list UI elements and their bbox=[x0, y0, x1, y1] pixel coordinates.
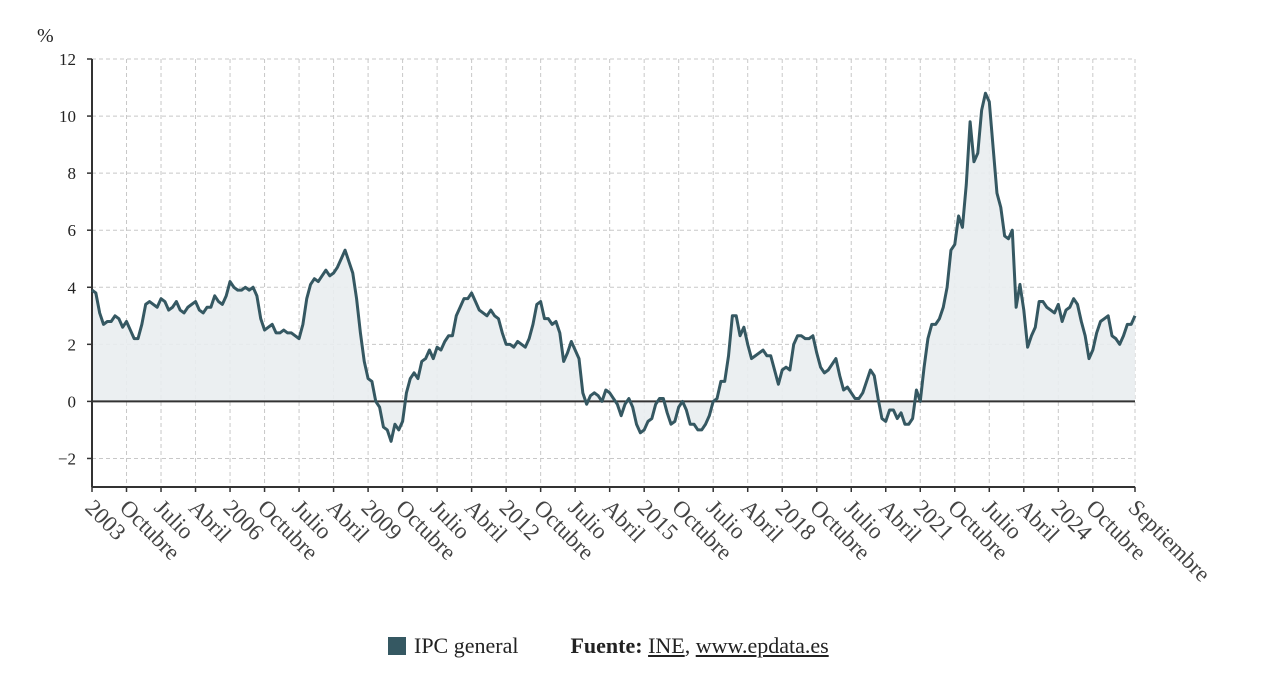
source-link-epdata[interactable]: www.epdata.es bbox=[695, 633, 829, 658]
y-tick-label: 2 bbox=[68, 335, 77, 354]
y-tick-label: −2 bbox=[58, 449, 76, 468]
y-tick-label: 12 bbox=[59, 50, 76, 69]
axes bbox=[87, 58, 1136, 492]
y-tick-label: 6 bbox=[68, 221, 77, 240]
y-axis-label: % bbox=[37, 25, 54, 47]
source-separator: , bbox=[684, 633, 691, 658]
ipc-line-chart: −2 0 2 4 6 8 10 12 2003OctubreJulioAbril2006Oct… bbox=[37, 25, 1215, 587]
series-line bbox=[91, 91, 1137, 443]
y-tick-label: 8 bbox=[68, 164, 77, 183]
legend-swatch bbox=[388, 637, 406, 655]
x-tick-labels: 2003OctubreJulioAbril2006OctubreJulioAbr… bbox=[80, 495, 1215, 587]
source-note: Fuente: INE, www.epdata.es bbox=[570, 633, 828, 659]
legend: IPC general Fuente: INE, www.epdata.es bbox=[388, 632, 829, 660]
source-prefix: Fuente: bbox=[570, 633, 643, 658]
y-tick-label: 0 bbox=[68, 392, 77, 411]
y-tick-label: 4 bbox=[68, 278, 77, 297]
y-tick-labels: −2 0 2 4 6 8 10 12 bbox=[58, 50, 77, 468]
y-tick-label: 10 bbox=[59, 107, 76, 126]
legend-series-label: IPC general bbox=[414, 633, 519, 658]
source-link-ine[interactable]: INE bbox=[648, 633, 685, 658]
series-polyline bbox=[91, 91, 1137, 443]
area-fill bbox=[92, 93, 1135, 442]
area-path bbox=[92, 93, 1135, 442]
